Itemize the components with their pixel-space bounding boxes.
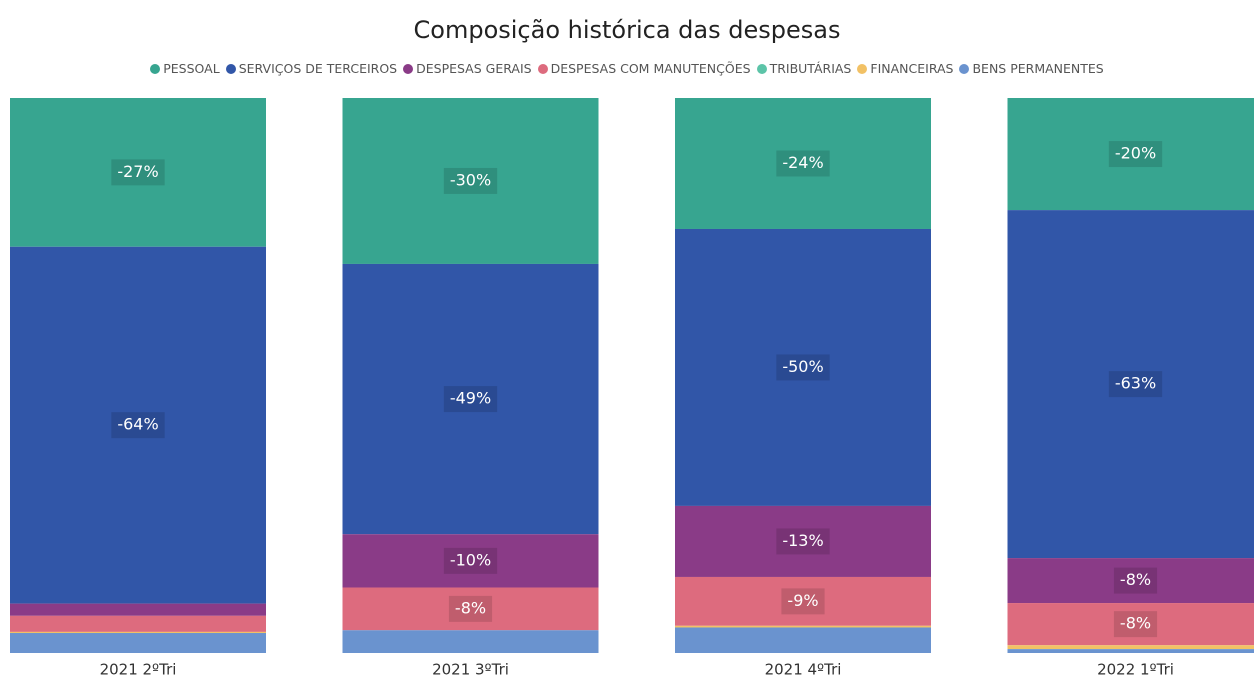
legend-label: DESPESAS COM MANUTENÇÕES <box>550 61 751 76</box>
data-label-bg <box>1113 611 1158 638</box>
legend-marker <box>857 63 868 74</box>
data-label: -30% <box>443 167 498 194</box>
bar-segment <box>675 625 931 628</box>
data-label-text: -50% <box>782 357 823 376</box>
legend-item: SERVIÇOS DE TERCEIROS <box>225 61 398 76</box>
bar-segment <box>342 630 599 653</box>
data-label-bg <box>443 386 498 413</box>
legend-label: SERVIÇOS DE TERCEIROS <box>238 61 398 76</box>
data-label-bg <box>448 595 493 622</box>
data-label: -27% <box>111 159 165 186</box>
data-label-bg <box>776 528 830 555</box>
data-label-text: -49% <box>450 389 491 408</box>
x-tick-label: 2021 2ºTri <box>100 661 177 679</box>
x-tick-label: 2022 1ºTri <box>1097 661 1174 679</box>
data-label-text: -9% <box>787 591 818 610</box>
legend: PESSOAL SERVIÇOS DE TERCEIROS DESPESAS GER… <box>0 61 1254 76</box>
data-label-bg <box>443 547 498 574</box>
bar-segment <box>1007 98 1254 211</box>
data-label: -8% <box>1113 567 1158 594</box>
data-label: -9% <box>781 588 825 615</box>
bar-segment <box>675 505 931 577</box>
bar-segment <box>10 631 266 634</box>
data-label-bg <box>776 150 830 177</box>
legend-item: DESPESAS GERAIS <box>403 61 532 76</box>
data-label-text: -30% <box>450 170 491 189</box>
legend-marker <box>756 63 767 74</box>
data-label-text: -13% <box>782 531 823 550</box>
bar-segment <box>10 246 266 604</box>
data-label-bg <box>111 159 165 186</box>
data-label: -50% <box>776 354 830 381</box>
bar-segment <box>1007 603 1254 646</box>
legend-label: PESSOAL <box>163 61 220 76</box>
bar-segment <box>675 576 931 626</box>
data-label-text: -20% <box>1115 144 1156 163</box>
data-label: -8% <box>1113 611 1158 638</box>
bar-segment <box>342 98 599 264</box>
data-label-bg <box>1108 141 1163 168</box>
data-label: -8% <box>448 595 493 622</box>
data-label-bg <box>443 167 498 194</box>
data-label: -63% <box>1108 371 1163 398</box>
legend-marker <box>150 63 161 74</box>
legend-label: BENS PERMANENTES <box>972 61 1104 76</box>
data-label-bg <box>1108 371 1163 398</box>
x-tick-label: 2021 4ºTri <box>765 661 842 679</box>
data-label: -64% <box>111 412 165 439</box>
x-tick-label: 2021 3ºTri <box>432 661 509 679</box>
legend-marker <box>537 63 548 74</box>
data-label-bg <box>776 354 830 381</box>
data-label-text: -8% <box>1120 614 1151 633</box>
data-label-bg <box>111 412 165 439</box>
legend-marker <box>225 63 236 74</box>
bar-segment <box>675 98 931 229</box>
data-label: -10% <box>443 547 498 574</box>
legend-marker <box>403 63 414 74</box>
data-label-bg <box>781 588 825 615</box>
legend-label: DESPESAS GERAIS <box>416 61 532 76</box>
legend-item: FINANCEIRAS <box>857 61 953 76</box>
legend-item: PESSOAL <box>150 61 220 76</box>
data-label-text: -8% <box>455 598 486 617</box>
legend-marker <box>959 63 970 74</box>
bar-segment <box>342 263 599 535</box>
bar-segment <box>675 228 931 506</box>
legend-label: FINANCEIRAS <box>870 61 954 76</box>
data-label-text: -8% <box>1120 570 1151 589</box>
data-label-text: -27% <box>117 162 158 181</box>
bar-segment <box>10 633 266 653</box>
chart-title: Composição histórica das despesas <box>414 16 841 44</box>
legend-label: TRIBUTÁRIAS <box>769 61 852 76</box>
bar-segment <box>342 534 599 588</box>
data-label: -24% <box>776 150 830 177</box>
bar-segment <box>10 603 266 616</box>
data-label-text: -10% <box>450 550 491 569</box>
data-label-bg <box>1113 567 1158 594</box>
data-label-text: -63% <box>1115 374 1156 393</box>
data-label: -13% <box>776 528 830 555</box>
bar-segment <box>675 627 931 653</box>
bar-segment <box>10 615 266 632</box>
bar-segment <box>342 587 599 631</box>
legend-item: TRIBUTÁRIAS <box>756 61 852 76</box>
legend-item: BENS PERMANENTES <box>959 61 1104 76</box>
data-label-text: -24% <box>782 153 823 172</box>
data-label: -20% <box>1108 141 1163 168</box>
bar-segment <box>1007 649 1254 653</box>
legend-item: DESPESAS COM MANUTENÇÕES <box>537 61 751 76</box>
bar-segment <box>10 98 266 247</box>
bar-segment <box>1007 558 1254 604</box>
bar-segment <box>1007 645 1254 650</box>
data-label-text: -64% <box>117 415 158 434</box>
data-label: -49% <box>443 386 498 413</box>
bar-segment <box>1007 210 1254 559</box>
